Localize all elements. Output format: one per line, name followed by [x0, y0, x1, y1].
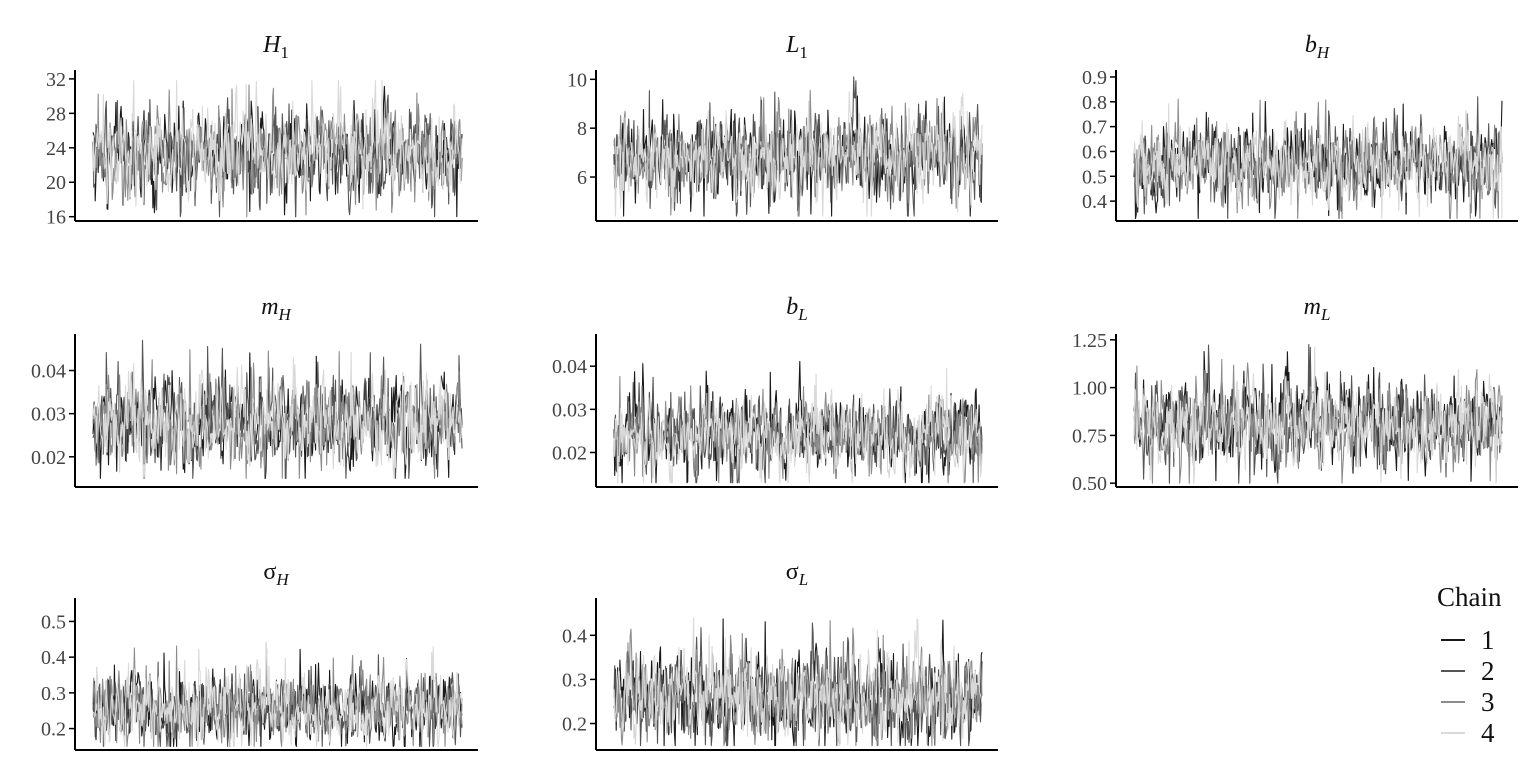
y-tick-label: 32 [46, 69, 66, 91]
y-tick-label: 6 [577, 167, 587, 189]
legend-label: 1 [1481, 625, 1495, 655]
panel-title-subscript: L [1320, 305, 1330, 324]
legend-item: 1 [1441, 625, 1495, 655]
panel-title-main: H [262, 32, 282, 58]
legend-item: 4 [1441, 718, 1495, 748]
panel-title-main: m [261, 294, 278, 320]
y-tick-label: 10 [567, 69, 587, 91]
y-tick-label: 0.4 [562, 625, 587, 647]
panel-title-subscript: H [278, 305, 293, 324]
panel-title-main: σ [263, 559, 276, 585]
y-tick-label: 0.03 [552, 399, 587, 421]
legend-item: 2 [1441, 656, 1495, 686]
y-tick-label: 0.50 [1072, 473, 1107, 495]
legend-label: 4 [1481, 718, 1495, 748]
y-tick-label: 0.4 [41, 647, 66, 669]
y-tick-label: 0.03 [31, 404, 66, 426]
panel-title-main: σ [786, 559, 799, 585]
panel-title-main: m [1304, 294, 1321, 320]
panel-title: L1 [785, 32, 808, 62]
panel-title-subscript: 1 [280, 43, 289, 62]
y-tick-label: 0.4 [1082, 191, 1107, 213]
legend-label: 2 [1481, 656, 1495, 686]
y-tick-label: 0.9 [1082, 67, 1107, 89]
trace-panel: 0.02 0.03 0.04 bL [552, 294, 998, 488]
chain-4-trace [613, 617, 983, 747]
panel-title: mL [1304, 294, 1331, 324]
y-tick-label: 1.25 [1072, 330, 1107, 352]
panel-title-main: b [1305, 32, 1317, 58]
panel-title: bL [786, 294, 807, 324]
y-tick-label: 1.00 [1072, 378, 1107, 400]
y-tick-label: 0.02 [552, 442, 587, 464]
trace-panel: 0.2 0.3 0.4 0.5 σH [41, 559, 478, 751]
chain-4-trace [613, 91, 983, 217]
legend-label: 3 [1481, 687, 1495, 717]
y-tick-label: 0.2 [41, 719, 66, 741]
panel-title-subscript: H [275, 570, 290, 589]
chain-4-trace [613, 367, 983, 484]
y-tick-label: 0.2 [562, 714, 587, 736]
y-tick-label: 0.75 [1072, 425, 1107, 447]
chain-4-trace [1133, 346, 1503, 484]
y-tick-label: 0.3 [41, 683, 66, 705]
y-tick-label: 8 [577, 118, 587, 140]
panel-title: bH [1305, 32, 1331, 62]
chain-2-trace [1133, 96, 1503, 220]
y-tick-label: 0.6 [1082, 141, 1107, 163]
y-tick-label: 28 [46, 103, 66, 125]
panel-title-subscript: L [797, 305, 807, 324]
panel-title: H1 [262, 32, 289, 62]
trace-panel: 0.50 0.75 1.00 1.25 mL [1072, 294, 1518, 495]
panel-title-main: b [786, 294, 798, 320]
y-tick-label: 16 [46, 207, 66, 229]
y-tick-label: 0.02 [31, 447, 66, 469]
panel-title-subscript: L [798, 570, 808, 589]
trace-panel: 16 20 24 28 32 H1 [46, 32, 478, 229]
panel-title: σH [263, 559, 290, 589]
legend-item: 3 [1441, 687, 1495, 717]
y-tick-label: 0.5 [41, 611, 66, 633]
trace-panel: 6 8 10 L1 [567, 32, 998, 222]
chain-4-trace [92, 80, 463, 210]
chain-4-trace [92, 641, 463, 747]
y-tick-label: 0.3 [562, 669, 587, 691]
panel-title-subscript: H [1316, 43, 1331, 62]
y-tick-label: 0.5 [1082, 166, 1107, 188]
panel-title-main: L [785, 32, 799, 58]
chain-4-trace [1133, 103, 1503, 220]
panel-title-subscript: 1 [799, 43, 808, 62]
y-tick-label: 20 [46, 172, 66, 194]
panel-title: mH [261, 294, 292, 324]
trace-panel: 0.2 0.3 0.4 σL [562, 559, 998, 751]
trace-panel: 0.02 0.03 0.04 mH [31, 294, 478, 488]
y-tick-label: 0.7 [1082, 117, 1107, 139]
y-tick-label: 24 [46, 138, 66, 160]
y-tick-label: 0.8 [1082, 92, 1107, 114]
panels: 1620242832H16810L10.40.50.60.70.80.9bH0.… [31, 32, 1518, 751]
legend-title: Chain [1437, 582, 1502, 612]
y-tick-label: 0.04 [31, 361, 66, 383]
trace-panel: 0.4 0.5 0.60.7 0.8 0.9 bH [1082, 32, 1518, 222]
chain-4-trace [92, 351, 463, 479]
y-tick-label: 0.04 [552, 356, 587, 378]
panel-title: σL [786, 559, 808, 589]
